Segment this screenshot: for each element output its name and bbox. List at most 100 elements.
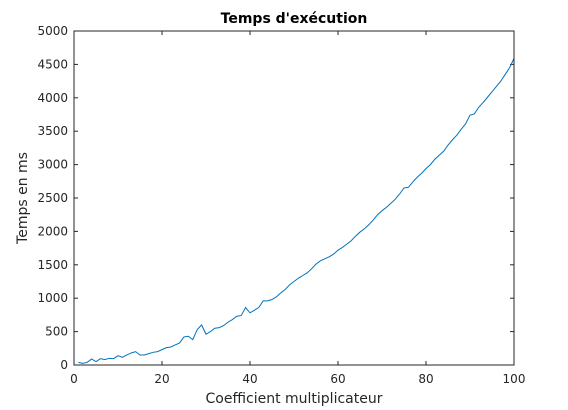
data-point <box>219 327 220 328</box>
data-point <box>408 187 409 188</box>
data-point <box>144 354 145 355</box>
y-tick-label: 500 <box>45 325 68 339</box>
data-point <box>126 354 127 355</box>
data-point <box>404 187 405 188</box>
data-point <box>197 329 198 330</box>
plot-frame <box>73 30 515 366</box>
data-point <box>342 247 343 248</box>
x-tick-label: 100 <box>503 372 526 386</box>
data-point <box>113 358 114 359</box>
data-point <box>210 331 211 332</box>
data-point <box>272 299 273 300</box>
data-point <box>179 342 180 343</box>
data-point <box>285 289 286 290</box>
data-point <box>263 300 264 301</box>
data-point <box>148 353 149 354</box>
data-point <box>496 86 497 87</box>
data-point <box>368 224 369 225</box>
data-point <box>228 322 229 323</box>
data-point <box>122 357 123 358</box>
data-point <box>377 214 378 215</box>
data-point <box>206 334 207 335</box>
data-point <box>276 296 277 297</box>
data-point <box>395 199 396 200</box>
data-point <box>500 81 501 82</box>
y-tick-label: 2000 <box>37 224 68 238</box>
y-tick-label: 3000 <box>37 158 68 172</box>
data-point <box>87 362 88 363</box>
data-point <box>170 346 171 347</box>
ticks-layer: 0 20 40 60 80 1000500100015002000250030003500… <box>37 24 525 386</box>
data-point <box>351 240 352 241</box>
y-tick-label: 5000 <box>37 24 68 38</box>
data-point <box>307 272 308 273</box>
data-point <box>373 220 374 221</box>
y-tick-label: 1000 <box>37 291 68 305</box>
data-point <box>214 328 215 329</box>
data-point <box>232 319 233 320</box>
data-point <box>382 210 383 211</box>
data-point <box>474 113 475 114</box>
x-axis-title: Coefficient multiplicateur <box>206 391 383 407</box>
data-point <box>162 349 163 350</box>
data-point <box>135 351 136 352</box>
data-point <box>448 145 449 146</box>
data-point <box>316 264 317 265</box>
data-point <box>443 151 444 152</box>
data-point <box>78 362 79 363</box>
data-point <box>166 347 167 348</box>
series-line <box>78 58 515 364</box>
data-point <box>324 258 325 259</box>
data-point <box>294 281 295 282</box>
data-point <box>100 358 101 359</box>
data-point <box>250 312 251 313</box>
data-point <box>82 363 83 364</box>
data-point <box>390 203 391 204</box>
data-point <box>223 325 224 326</box>
data-point <box>118 355 119 356</box>
data-point <box>364 228 365 229</box>
data-point <box>104 359 105 360</box>
data-point <box>280 292 281 293</box>
data-point <box>254 310 255 311</box>
data-point <box>267 300 268 301</box>
data-point <box>338 250 339 251</box>
data-point <box>417 177 418 178</box>
data-point <box>201 324 202 325</box>
data-point <box>157 351 158 352</box>
data-point <box>153 352 154 353</box>
data-point <box>478 107 479 108</box>
data-point <box>355 236 356 237</box>
data-point <box>346 244 347 245</box>
data-point <box>461 129 462 130</box>
data-point <box>333 254 334 255</box>
data-point <box>258 307 259 308</box>
data-point <box>439 155 440 156</box>
data-point <box>421 173 422 174</box>
data-point <box>236 316 237 317</box>
data-point <box>302 275 303 276</box>
plot-area <box>74 31 514 365</box>
data-point <box>96 361 97 362</box>
data-point <box>492 91 493 92</box>
data-point <box>175 344 176 345</box>
y-tick-label: 2500 <box>37 191 68 205</box>
x-tick-label: 40 <box>242 372 257 386</box>
y-tick-label: 3500 <box>37 124 68 138</box>
data-point <box>487 97 488 98</box>
data-point <box>241 315 242 316</box>
y-tick-label: 4500 <box>37 57 68 71</box>
chart-title: Temps d'exécution <box>221 11 368 27</box>
x-tick-label: 60 <box>330 372 345 386</box>
data-point <box>470 115 471 116</box>
data-point <box>188 336 189 337</box>
data-point <box>465 123 466 124</box>
data-point <box>184 336 185 337</box>
data-point <box>91 358 92 359</box>
data-point <box>131 352 132 353</box>
x-tick-label: 80 <box>418 372 433 386</box>
y-tick-label: 0 <box>60 358 68 372</box>
y-tick-label: 1500 <box>37 258 68 272</box>
data-point <box>140 354 141 355</box>
